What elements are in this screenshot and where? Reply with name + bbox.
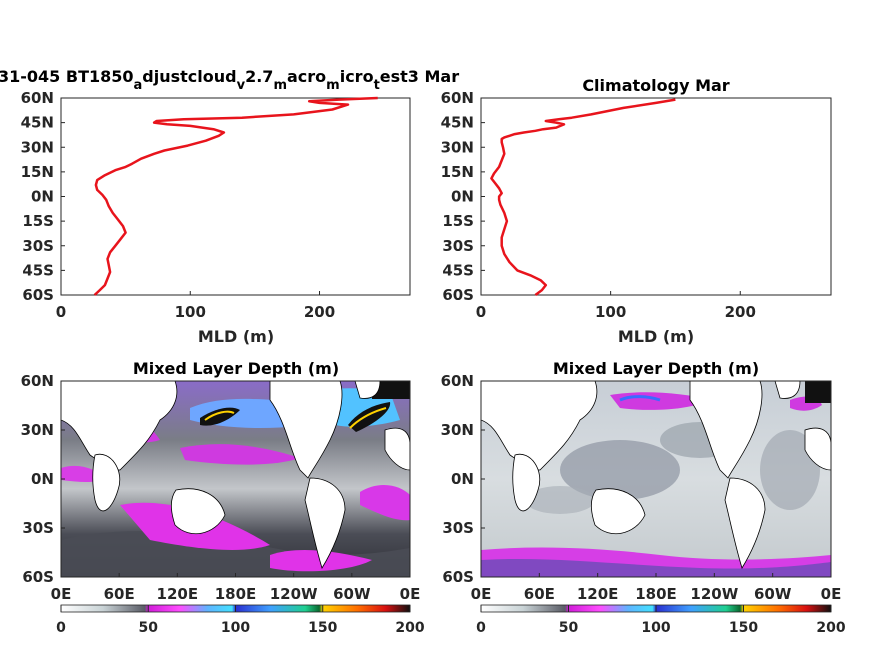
land: [61, 381, 410, 569]
map-x-tick-label: 120E: [577, 585, 619, 603]
y-tick-label: 0N: [451, 188, 474, 206]
map-x-tick-label: 0E: [51, 585, 72, 603]
ocean-patch: [560, 440, 680, 500]
polar-deep-mld: [372, 381, 410, 399]
map-y-tick-label: 30S: [442, 519, 474, 537]
mld-profile-line: [93, 96, 378, 296]
x-axis-label-left: MLD (m): [198, 327, 274, 346]
colorbar-tick-label: 0: [476, 620, 486, 636]
gulf-stream-contour: [349, 407, 387, 429]
colorbar-tick-label: 100: [641, 620, 670, 636]
map-x-tick-label: 0E: [821, 585, 842, 603]
ocean-patch: [525, 486, 595, 514]
kuroshio-contour: [204, 410, 235, 421]
plot-frame: [480, 97, 832, 296]
bottom-left-title: Mixed Layer Depth (m): [133, 359, 339, 378]
map-x-tick-label: 0E: [471, 585, 492, 603]
map-x-tick-label: 60W: [333, 585, 371, 603]
y-tick-label: 15N: [21, 163, 54, 181]
mld-map-climatology: [481, 381, 831, 577]
map-x-tick-label: 120E: [157, 585, 199, 603]
top-left-title: 31-045 BT1850adjustcloudv2.7macromicrote…: [0, 67, 459, 93]
y-tick-label: 0N: [31, 188, 54, 206]
x-tick-label: 200: [304, 303, 335, 321]
map-y-tick-label: 60S: [22, 568, 54, 586]
x-tick-label: 100: [595, 303, 626, 321]
y-tick-label: 60N: [21, 89, 54, 107]
map-x-tick-label: 60E: [524, 585, 555, 603]
y-tick-label: 45S: [442, 261, 474, 279]
y-tick-label: 60N: [441, 89, 474, 107]
map-y-tick-label: 60S: [442, 568, 474, 586]
colorbar-tick-label: 50: [139, 620, 159, 636]
y-tick-label: 30S: [442, 237, 474, 255]
y-tick-label: 60S: [22, 286, 54, 304]
y-tick-label: 30N: [21, 138, 54, 156]
map-x-tick-label: 60E: [104, 585, 135, 603]
y-tick-label: 60S: [442, 286, 474, 304]
colorbar-tick-label: 100: [221, 620, 250, 636]
magenta-patch: [360, 484, 410, 521]
y-tick-label: 15N: [441, 163, 474, 181]
y-tick-label: 45S: [22, 261, 54, 279]
y-tick-label: 15S: [442, 212, 474, 230]
colorbar-tick-label: 200: [395, 620, 424, 636]
map-x-tick-label: 180E: [215, 585, 257, 603]
map-x-tick-label: 120W: [690, 585, 738, 603]
y-tick-label: 45N: [21, 114, 54, 132]
north-pacific-contour: [619, 395, 661, 402]
x-tick-label: 200: [725, 303, 756, 321]
map-y-tick-label: 30N: [441, 421, 474, 439]
map-x-tick-label: 60W: [754, 585, 792, 603]
southern-ocean-core: [481, 558, 831, 577]
mld-profile-line: [490, 98, 676, 296]
y-tick-label: 30S: [22, 237, 54, 255]
x-axis-label-right: MLD (m): [618, 327, 694, 346]
map-y-tick-label: 0N: [31, 470, 54, 488]
map-y-tick-label: 60N: [441, 372, 474, 390]
map-x-tick-label: 180E: [635, 585, 677, 603]
land: [481, 381, 831, 569]
colorbar-tick-label: 0: [56, 620, 66, 636]
map-y-tick-label: 30N: [21, 421, 54, 439]
y-tick-label: 15S: [22, 212, 54, 230]
polar-deep-mld: [805, 381, 831, 403]
mld-map-model: [61, 381, 410, 577]
x-tick-label: 0: [56, 303, 66, 321]
x-tick-label: 100: [175, 303, 206, 321]
map-y-tick-label: 0N: [451, 470, 474, 488]
colorbar-tick-label: 200: [816, 620, 845, 636]
y-tick-label: 45N: [441, 114, 474, 132]
y-tick-label: 30N: [441, 138, 474, 156]
top-right-title: Climatology Mar: [582, 76, 729, 95]
bottom-right-title: Mixed Layer Depth (m): [553, 359, 759, 378]
colorbar-tick-label: 150: [308, 620, 337, 636]
magenta-patch: [180, 444, 300, 465]
map-x-tick-label: 0E: [400, 585, 421, 603]
map-y-tick-label: 30S: [22, 519, 54, 537]
colorbar-tick-label: 150: [729, 620, 758, 636]
map-y-tick-label: 60N: [21, 372, 54, 390]
colorbar-tick-label: 50: [559, 620, 579, 636]
plot-frame: [60, 97, 411, 296]
map-x-tick-label: 120W: [270, 585, 318, 603]
x-tick-label: 0: [476, 303, 486, 321]
